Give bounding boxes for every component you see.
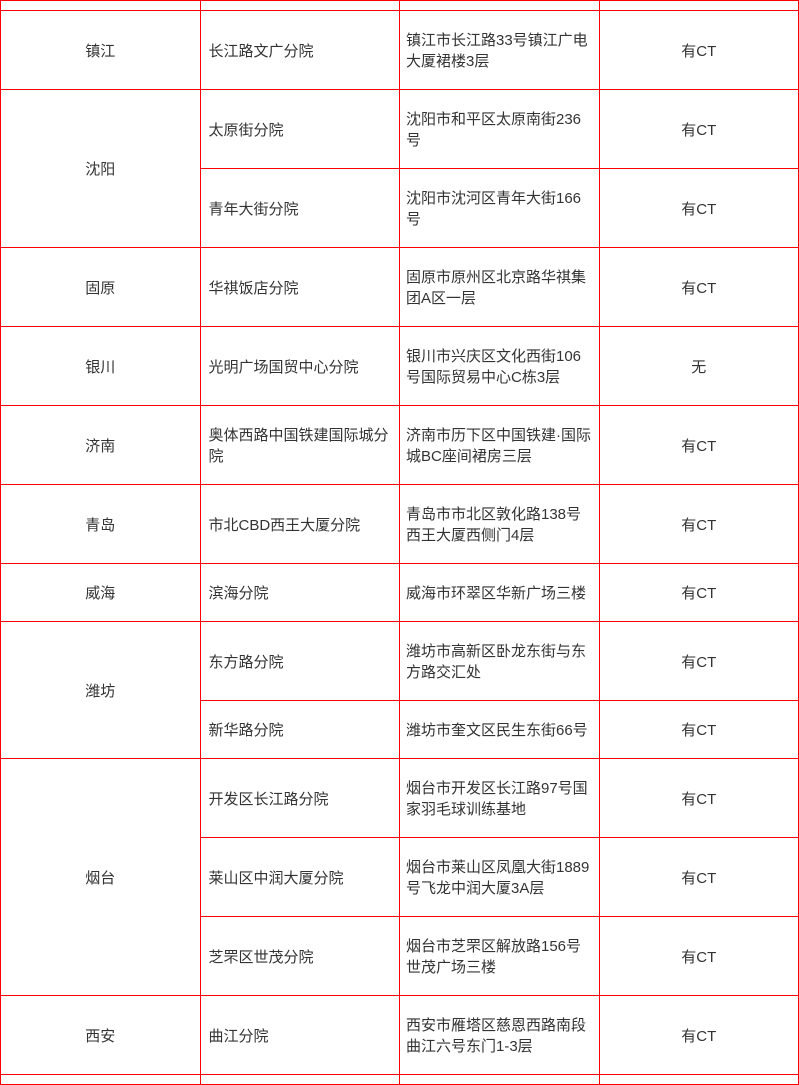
cell-address: 烟台市开发区长江路97号国家羽毛球训练基地: [400, 759, 600, 838]
cell-address: 烟台市芝罘区解放路156号世茂广场三楼: [400, 917, 600, 996]
cell-city: 西安: [1, 996, 201, 1075]
cell-branch: 滨海分院: [200, 564, 400, 622]
cell-city: 沈阳: [1, 90, 201, 248]
table-row: 烟台开发区长江路分院烟台市开发区长江路97号国家羽毛球训练基地有CT: [1, 759, 799, 838]
cell-address: 潍坊市高新区卧龙东街与东方路交汇处: [400, 622, 600, 701]
cell-address: 济南市历下区中国铁建·国际城BC座间裙房三层: [400, 406, 600, 485]
cell-city: 烟台: [1, 759, 201, 996]
cell-address: 青岛市市北区敦化路138号西王大厦西侧门4层: [400, 485, 600, 564]
cell-address: 镇江市长江路33号镇江广电大厦裙楼3层: [400, 11, 600, 90]
cell-city: 固原: [1, 248, 201, 327]
cell-city: 威海: [1, 564, 201, 622]
cell-ct: 有CT: [599, 485, 799, 564]
table-row: 西安曲江分院西安市雁塔区慈恩西路南段曲江六号东门1-3层有CT: [1, 996, 799, 1075]
cell-city: 济南: [1, 406, 201, 485]
cell-branch: 开发区长江路分院: [200, 759, 400, 838]
cell-address: 威海市环翠区华新广场三楼: [400, 564, 600, 622]
cell-branch: 太原街分院: [200, 90, 400, 169]
cell-ct: 有CT: [599, 564, 799, 622]
table-row: 威海滨海分院威海市环翠区华新广场三楼有CT: [1, 564, 799, 622]
cell-branch: 市北CBD西王大厦分院: [200, 485, 400, 564]
cell-ct: 有CT: [599, 622, 799, 701]
cell-address: 西安市雁塔区慈恩西路南段曲江六号东门1-3层: [400, 996, 600, 1075]
cell-branch: 奥体西路中国铁建国际城分院: [200, 406, 400, 485]
table-row: 青岛市北CBD西王大厦分院青岛市市北区敦化路138号西王大厦西侧门4层有CT: [1, 485, 799, 564]
table-row: 镇江长江路文广分院镇江市长江路33号镇江广电大厦裙楼3层有CT: [1, 11, 799, 90]
cell-ct: 有CT: [599, 838, 799, 917]
cell-ct: 有CT: [599, 248, 799, 327]
cell-branch: 新华路分院: [200, 701, 400, 759]
cell-branch: 曲江分院: [200, 996, 400, 1075]
table-row: 济南奥体西路中国铁建国际城分院济南市历下区中国铁建·国际城BC座间裙房三层有CT: [1, 406, 799, 485]
cell-ct: 有CT: [599, 996, 799, 1075]
cell-ct: 有CT: [599, 406, 799, 485]
cell-address: 烟台市莱山区凤凰大街1889号飞龙中润大厦3A层: [400, 838, 600, 917]
cell-city: 银川: [1, 327, 201, 406]
branch-table: 镇江长江路文广分院镇江市长江路33号镇江广电大厦裙楼3层有CT沈阳太原街分院沈阳…: [0, 0, 799, 1085]
cell-address: 银川市兴庆区文化西街106号国际贸易中心C栋3层: [400, 327, 600, 406]
cell-address: 潍坊市奎文区民生东街66号: [400, 701, 600, 759]
cell-city: 青岛: [1, 485, 201, 564]
cell-branch: 光明广场国贸中心分院: [200, 327, 400, 406]
cell-ct: 有CT: [599, 90, 799, 169]
table-row: 银川光明广场国贸中心分院银川市兴庆区文化西街106号国际贸易中心C栋3层无: [1, 327, 799, 406]
cell-ct: 有CT: [599, 11, 799, 90]
table-row: 潍坊东方路分院潍坊市高新区卧龙东街与东方路交汇处有CT: [1, 622, 799, 701]
cell-ct: 无: [599, 327, 799, 406]
cell-branch: 东方路分院: [200, 622, 400, 701]
cell-address: 固原市原州区北京路华祺集团A区一层: [400, 248, 600, 327]
cell-branch: 芝罘区世茂分院: [200, 917, 400, 996]
cell-ct: 有CT: [599, 701, 799, 759]
cell-branch: 长江路文广分院: [200, 11, 400, 90]
cell-ct: 有CT: [599, 169, 799, 248]
cell-ct: 有CT: [599, 917, 799, 996]
cell-branch: 华祺饭店分院: [200, 248, 400, 327]
cell-ct: 有CT: [599, 759, 799, 838]
cell-address: 沈阳市和平区太原南街236号: [400, 90, 600, 169]
cell-branch: 青年大街分院: [200, 169, 400, 248]
table-row: 固原华祺饭店分院固原市原州区北京路华祺集团A区一层有CT: [1, 248, 799, 327]
cell-branch: 莱山区中润大厦分院: [200, 838, 400, 917]
cell-city: 潍坊: [1, 622, 201, 759]
table-row: 沈阳太原街分院沈阳市和平区太原南街236号有CT: [1, 90, 799, 169]
cell-address: 沈阳市沈河区青年大街166号: [400, 169, 600, 248]
cell-city: 镇江: [1, 11, 201, 90]
